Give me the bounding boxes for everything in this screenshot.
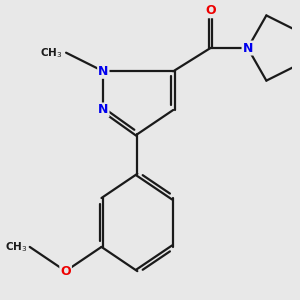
- Text: O: O: [60, 265, 71, 278]
- Text: O: O: [205, 4, 216, 17]
- Text: N: N: [242, 41, 253, 55]
- Text: N: N: [98, 65, 109, 78]
- Text: CH$_3$: CH$_3$: [40, 46, 62, 60]
- Text: CH$_3$: CH$_3$: [5, 240, 27, 254]
- Text: N: N: [98, 103, 109, 116]
